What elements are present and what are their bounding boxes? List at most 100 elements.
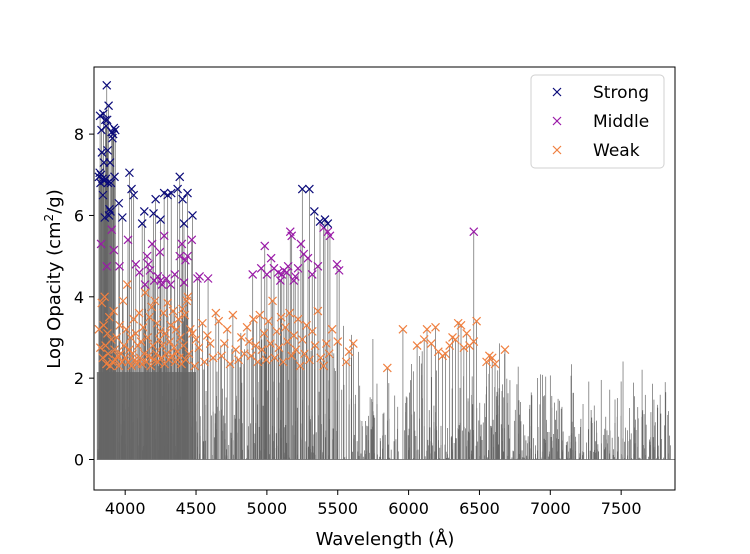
weak-marker <box>231 345 241 355</box>
x-tick-label: 5000 <box>247 499 288 518</box>
strong-marker <box>98 109 108 119</box>
middle-marker <box>115 261 124 271</box>
legend-label-strong: Strong <box>593 83 649 103</box>
middle-marker <box>147 239 157 249</box>
middle-marker <box>313 261 323 271</box>
weak-marker <box>194 343 204 353</box>
x-tick-label: 6000 <box>388 499 429 518</box>
middle-marker <box>102 261 112 271</box>
weak-marker <box>127 361 136 371</box>
weak-marker <box>217 351 226 361</box>
weak-marker <box>382 363 392 373</box>
x-tick-label: 4000 <box>105 499 146 518</box>
weak-marker <box>110 345 119 355</box>
weak-marker <box>144 351 153 361</box>
strong-marker <box>304 184 314 194</box>
middle-marker <box>142 251 152 261</box>
weak-marker <box>253 357 263 367</box>
weak-marker <box>219 339 229 349</box>
weak-marker <box>291 345 301 355</box>
legend-label-middle: Middle <box>593 112 649 132</box>
weak-marker <box>441 349 450 359</box>
middle-marker <box>187 235 197 245</box>
middle-marker <box>293 263 303 273</box>
weak-marker <box>300 349 309 359</box>
weak-marker <box>120 353 130 363</box>
weak-marker <box>236 333 246 342</box>
weak-marker <box>266 339 275 349</box>
weak-marker <box>134 308 144 318</box>
y-tick-label: 0 <box>74 450 84 469</box>
weak-marker <box>487 353 497 363</box>
x-tick-label: 7500 <box>601 499 642 518</box>
weak-marker <box>304 355 314 365</box>
weak-marker <box>289 331 299 340</box>
weak-marker <box>164 355 174 365</box>
weak-marker <box>422 324 432 334</box>
y-tick-label: 4 <box>74 288 84 307</box>
weak-marker <box>280 322 290 332</box>
weak-marker <box>462 328 472 338</box>
weak-marker <box>179 341 188 351</box>
weak-marker <box>197 318 207 328</box>
weak-marker <box>200 357 209 367</box>
weak-marker <box>248 314 258 324</box>
y-axis-label-group: Log Opacity (cm2/g) <box>42 189 65 368</box>
weak-marker <box>274 343 284 353</box>
weak-marker <box>105 361 115 371</box>
weak-marker <box>270 353 280 363</box>
middle-marker <box>307 270 317 279</box>
middle-marker <box>262 270 272 279</box>
weak-marker <box>118 296 128 306</box>
strong-marker <box>106 206 115 216</box>
weak-marker <box>324 349 334 359</box>
x-tick-label: 4500 <box>176 499 217 518</box>
weak-marker <box>147 302 157 312</box>
x-axis: 4000 4500 5000 5500 6000 6500 7000 7500 <box>105 490 642 518</box>
weak-marker <box>251 341 260 351</box>
middle-marker <box>283 261 293 271</box>
strong-marker <box>104 101 114 111</box>
weak-marker <box>152 318 162 328</box>
weak-marker <box>316 353 326 363</box>
weak-marker <box>145 312 154 322</box>
weak-marker <box>472 316 482 326</box>
middle-marker <box>203 274 213 283</box>
weak-marker <box>341 357 351 367</box>
middle-marker <box>170 270 180 279</box>
weak-marker <box>166 320 176 330</box>
strong-marker <box>156 215 166 224</box>
weak-marker <box>344 347 354 357</box>
weak-marker <box>173 314 183 324</box>
weak-marker <box>133 341 143 351</box>
weak-marker <box>167 351 177 361</box>
weak-marker <box>151 349 161 359</box>
middle-marker <box>332 259 342 269</box>
strong-marker <box>103 145 113 155</box>
y-tick-label: 6 <box>74 206 84 225</box>
weak-marker <box>412 341 422 351</box>
y-tick-label: 8 <box>74 125 84 144</box>
weak-marker <box>293 314 303 324</box>
strong-marker <box>179 219 189 229</box>
weak-marker <box>150 296 160 306</box>
strong-marker <box>297 184 307 194</box>
weak-marker <box>268 296 277 306</box>
x-tick-label: 6500 <box>459 499 500 518</box>
middle-marker <box>159 231 169 241</box>
strong-marker <box>151 194 161 204</box>
middle-marker <box>195 272 204 281</box>
weak-marker <box>174 353 184 363</box>
weak-marker <box>500 345 510 355</box>
weak-marker <box>149 355 159 365</box>
legend-box <box>530 74 665 169</box>
weak-marker <box>202 331 212 340</box>
strong-marker <box>137 219 147 229</box>
weak-marker <box>313 306 323 316</box>
weak-marker <box>263 316 273 326</box>
strong-marker <box>114 198 124 208</box>
weak-marker <box>205 339 215 349</box>
strong-marker <box>173 184 183 194</box>
middle-marker <box>179 278 189 287</box>
